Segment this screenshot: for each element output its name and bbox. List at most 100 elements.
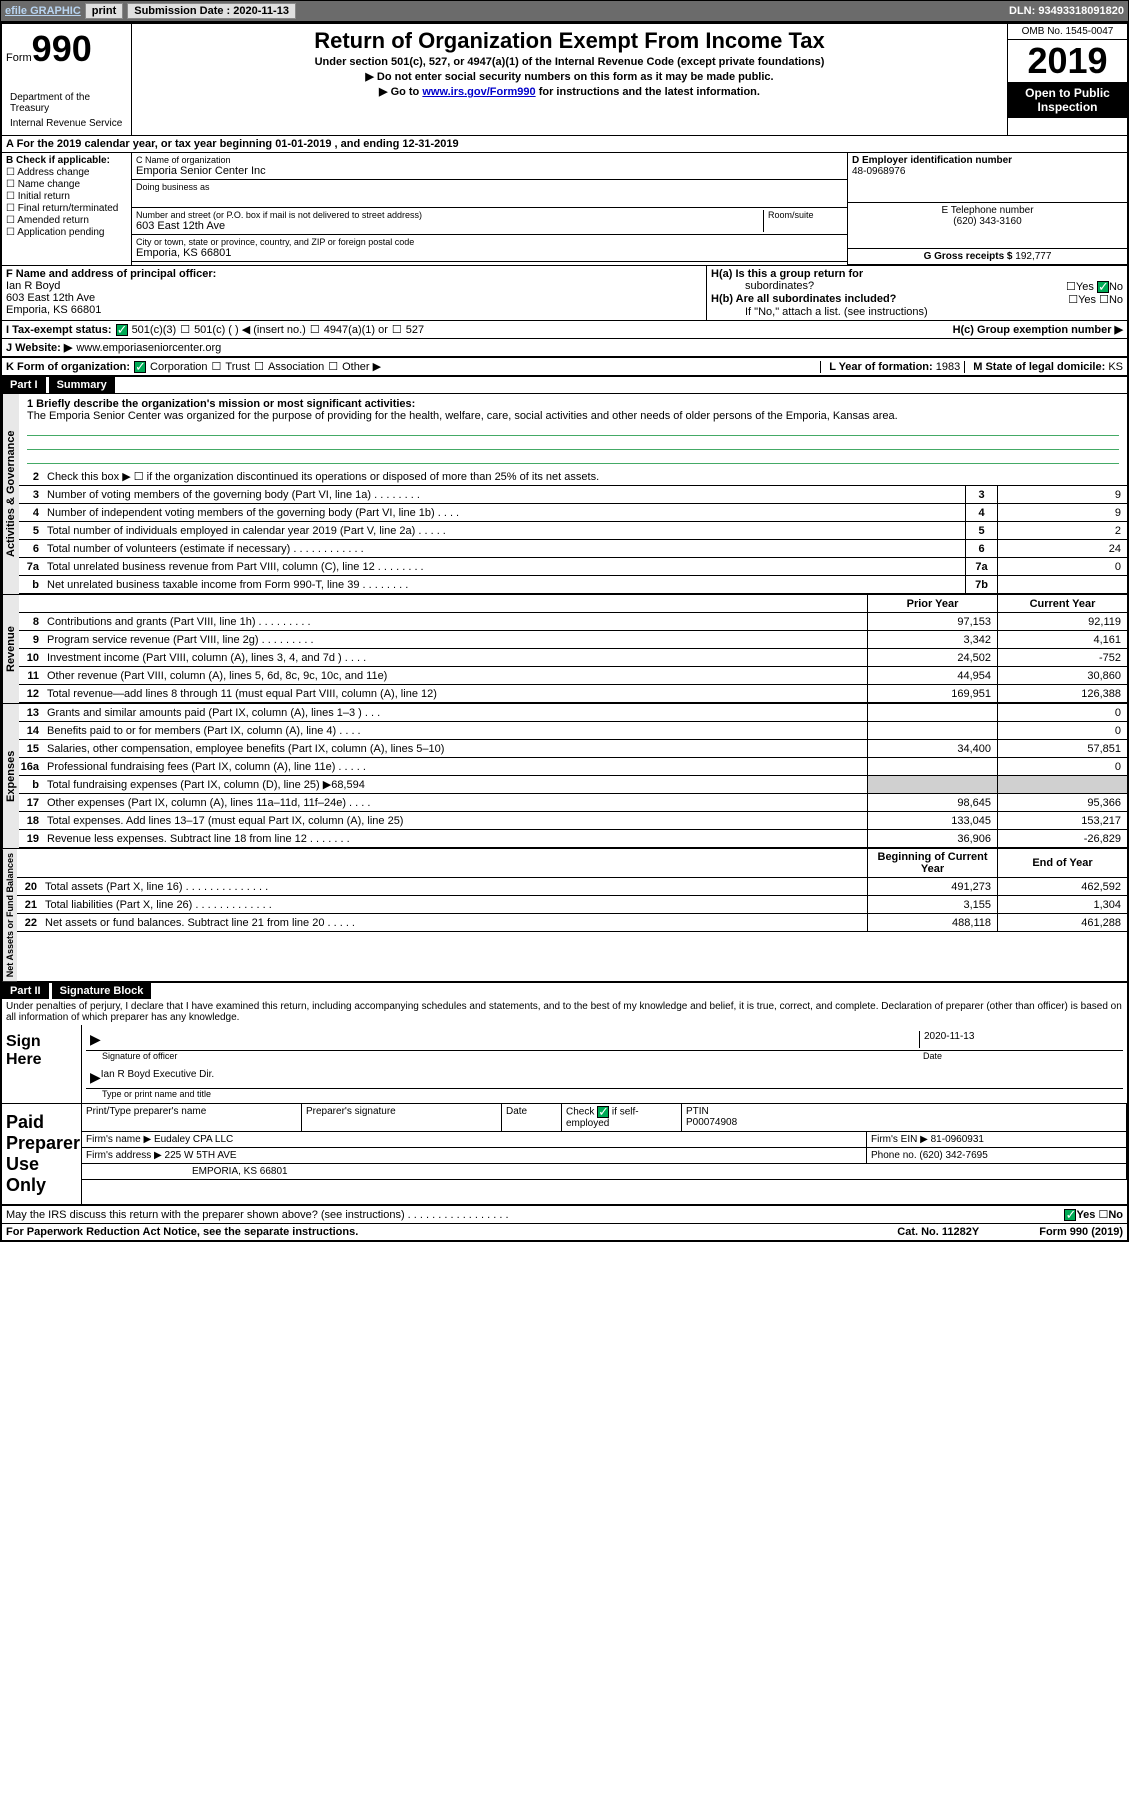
sig-date: 2020-11-13: [919, 1031, 1119, 1048]
table-row: 7aTotal unrelated business revenue from …: [19, 558, 1127, 576]
q1-label: 1 Briefly describe the organization's mi…: [27, 398, 415, 410]
section-f: F Name and address of principal officer:…: [2, 266, 707, 320]
header-right: OMB No. 1545-0047 2019 Open to PublicIns…: [1007, 24, 1127, 135]
table-row: 13Grants and similar amounts paid (Part …: [19, 704, 1127, 722]
col-b-checkboxes: B Check if applicable: ☐ Address change …: [2, 153, 132, 265]
sign-here-label: Sign Here: [2, 1025, 82, 1103]
hb-note: If "No," attach a list. (see instruction…: [745, 306, 1123, 318]
part1-title: Summary: [49, 377, 115, 393]
chk-amended[interactable]: ☐ Amended return: [6, 215, 127, 226]
col-end: End of Year: [997, 849, 1127, 877]
table-row: 21Total liabilities (Part X, line 26) . …: [17, 896, 1127, 914]
form-main: Form990 Department of the Treasury Inter…: [0, 22, 1129, 1242]
room-label: Room/suite: [768, 210, 843, 220]
f-label: F Name and address of principal officer:: [6, 268, 702, 280]
discuss-yes-checked[interactable]: [1064, 1209, 1076, 1221]
table-row: 11Other revenue (Part VIII, column (A), …: [19, 667, 1127, 685]
year-formation: 1983: [936, 361, 960, 373]
part1-header: Part I: [2, 377, 46, 393]
vtab-net: Net Assets or Fund Balances: [2, 849, 17, 981]
ha-no-checked[interactable]: [1097, 281, 1109, 293]
declaration-text: Under penalties of perjury, I declare th…: [2, 999, 1127, 1025]
ptin-label: PTIN: [686, 1106, 709, 1117]
chk-address[interactable]: ☐ Address change: [6, 167, 127, 178]
phone-value: (620) 343-3160: [852, 216, 1123, 227]
goto-note: ▶ Go to www.irs.gov/Form990 for instruct…: [136, 85, 1003, 98]
prep-date-label: Date: [502, 1104, 562, 1131]
submission-button[interactable]: Submission Date : 2020-11-13: [127, 3, 296, 19]
dba-label: Doing business as: [136, 182, 843, 192]
topbar: efile GRAPHIC print Submission Date : 20…: [0, 0, 1129, 22]
table-row: bTotal fundraising expenses (Part IX, co…: [19, 776, 1127, 794]
table-row: 10Investment income (Part VIII, column (…: [19, 649, 1127, 667]
form-number: 990: [32, 28, 92, 69]
gross-value: 192,777: [1015, 251, 1051, 262]
form-number-box: Form990 Department of the Treasury Inter…: [2, 24, 132, 135]
firm-addr1: 225 W 5TH AVE: [165, 1150, 237, 1161]
prep-sig-label: Preparer's signature: [302, 1104, 502, 1131]
ssn-note: ▶ Do not enter social security numbers o…: [136, 70, 1003, 83]
firm-ein: 81-0960931: [931, 1134, 984, 1145]
officer-name: Ian R Boyd: [6, 280, 702, 292]
dept-treasury: Department of the Treasury: [6, 90, 127, 116]
firm-phone: (620) 342-7695: [919, 1150, 987, 1161]
header-center: Return of Organization Exempt From Incom…: [132, 24, 1007, 135]
col-prior: Prior Year: [867, 595, 997, 612]
table-row: 9Program service revenue (Part VIII, lin…: [19, 631, 1127, 649]
chk-initial[interactable]: ☐ Initial return: [6, 191, 127, 202]
irs-link[interactable]: www.irs.gov/Form990: [422, 86, 535, 98]
dept-irs: Internal Revenue Service: [6, 116, 127, 131]
city-label: City or town, state or province, country…: [136, 237, 843, 247]
phone-label: E Telephone number: [852, 205, 1123, 216]
dln-label: DLN: 93493318091820: [1009, 5, 1124, 17]
officer-addr: 603 East 12th Ave: [6, 292, 702, 304]
officer-city: Emporia, KS 66801: [6, 304, 702, 316]
col-begin: Beginning of Current Year: [867, 849, 997, 877]
website-line: J Website: ▶ www.emporiaseniorcenter.org: [2, 338, 1127, 356]
org-address: 603 East 12th Ave: [136, 220, 763, 232]
inspection-badge: Open to PublicInspection: [1008, 82, 1127, 118]
table-row: 19Revenue less expenses. Subtract line 1…: [19, 830, 1127, 848]
col-c-org-info: C Name of organization Emporia Senior Ce…: [132, 153, 847, 265]
table-row: 4Number of independent voting members of…: [19, 504, 1127, 522]
org-city: Emporia, KS 66801: [136, 247, 843, 259]
501c3-checked[interactable]: [116, 324, 128, 336]
chk-pending[interactable]: ☐ Application pending: [6, 227, 127, 238]
col-d-ein: D Employer identification number 48-0968…: [847, 153, 1127, 265]
chk-final[interactable]: ☐ Final return/terminated: [6, 203, 127, 214]
ptin-value: P00074908: [686, 1117, 737, 1128]
part2-title: Signature Block: [52, 983, 152, 999]
table-row: 6Total number of volunteers (estimate if…: [19, 540, 1127, 558]
addr-label: Number and street (or P.O. box if mail i…: [136, 210, 763, 220]
vtab-revenue: Revenue: [2, 595, 19, 703]
table-row: 14Benefits paid to or for members (Part …: [19, 722, 1127, 740]
ein-value: 48-0968976: [852, 166, 1123, 177]
table-row: 3Number of voting members of the governi…: [19, 486, 1127, 504]
sig-name-label: Type or print name and title: [102, 1089, 1123, 1099]
gross-label: G Gross receipts $: [924, 251, 1016, 262]
section-a: A For the 2019 calendar year, or tax yea…: [2, 135, 1127, 152]
table-row: 15Salaries, other compensation, employee…: [19, 740, 1127, 758]
col-current: Current Year: [997, 595, 1127, 612]
efile-link[interactable]: efile GRAPHIC: [5, 5, 81, 17]
mission-text: The Emporia Senior Center was organized …: [27, 410, 898, 422]
chk-name[interactable]: ☐ Name change: [6, 179, 127, 190]
col-b-label: B Check if applicable:: [6, 155, 127, 166]
table-row: 16aProfessional fundraising fees (Part I…: [19, 758, 1127, 776]
q2-text: Check this box ▶ ☐ if the organization d…: [43, 468, 1127, 485]
prep-name-label: Print/Type preparer's name: [82, 1104, 302, 1131]
arrow-icon: ▶: [90, 1069, 101, 1086]
form-title: Return of Organization Exempt From Incom…: [136, 28, 1003, 54]
omb-number: OMB No. 1545-0047: [1008, 24, 1127, 40]
section-k: K Form of organization: Corporation ☐ Tr…: [2, 356, 1127, 375]
corp-checked[interactable]: [134, 361, 146, 373]
org-name: Emporia Senior Center Inc: [136, 165, 843, 177]
table-row: 22Net assets or fund balances. Subtract …: [17, 914, 1127, 932]
form-word: Form: [6, 52, 32, 64]
print-button[interactable]: print: [85, 3, 123, 19]
self-emp-checked[interactable]: [597, 1106, 609, 1118]
table-row: 12Total revenue—add lines 8 through 11 (…: [19, 685, 1127, 703]
part2-header: Part II: [2, 983, 49, 999]
tax-exempt-line: I Tax-exempt status: 501(c)(3) ☐ 501(c) …: [2, 320, 1127, 338]
table-row: 5Total number of individuals employed in…: [19, 522, 1127, 540]
